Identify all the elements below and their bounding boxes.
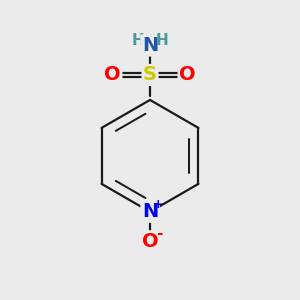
- Text: H: H: [131, 33, 144, 48]
- Text: N: N: [142, 36, 158, 55]
- Text: N: N: [142, 202, 158, 221]
- Text: O: O: [179, 65, 196, 84]
- Text: H: H: [156, 33, 169, 48]
- Text: O: O: [142, 232, 158, 251]
- Text: S: S: [143, 65, 157, 84]
- Text: -: -: [156, 226, 162, 242]
- Text: +: +: [153, 198, 164, 211]
- Text: O: O: [104, 65, 121, 84]
